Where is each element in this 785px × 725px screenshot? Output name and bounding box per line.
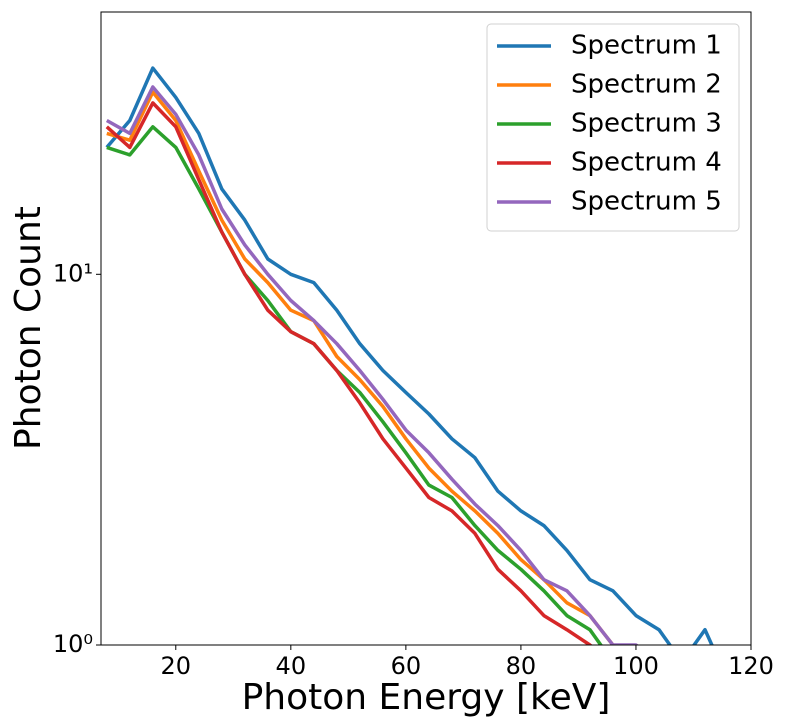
series-line (105, 66, 714, 645)
legend-label: Spectrum 1 (571, 31, 722, 61)
series-line (106, 125, 603, 645)
axes-frame (100, 11, 752, 646)
y-axis-label: Photon Count (8, 206, 49, 450)
x-tick-label: 60 (391, 652, 422, 680)
x-tick-label: 100 (613, 652, 659, 680)
series-line (105, 85, 639, 645)
y-tick-label: 10⁰ (53, 630, 93, 658)
x-tick-label: 120 (728, 652, 774, 680)
series-line (106, 90, 616, 645)
y-tick-label: 10¹ (53, 259, 93, 287)
legend-label: Spectrum 4 (571, 148, 722, 178)
legend-label: Spectrum 5 (571, 187, 722, 217)
legend-label: Spectrum 3 (571, 109, 722, 139)
x-tick-label: 80 (506, 652, 537, 680)
x-tick-label: 20 (161, 652, 192, 680)
x-axis-label: Photon Energy [keV] (242, 677, 611, 718)
plot-area (105, 66, 714, 645)
x-tick-label: 40 (276, 652, 307, 680)
legend-label: Spectrum 2 (571, 70, 722, 100)
series-line (105, 101, 593, 645)
legend-box (486, 23, 740, 232)
